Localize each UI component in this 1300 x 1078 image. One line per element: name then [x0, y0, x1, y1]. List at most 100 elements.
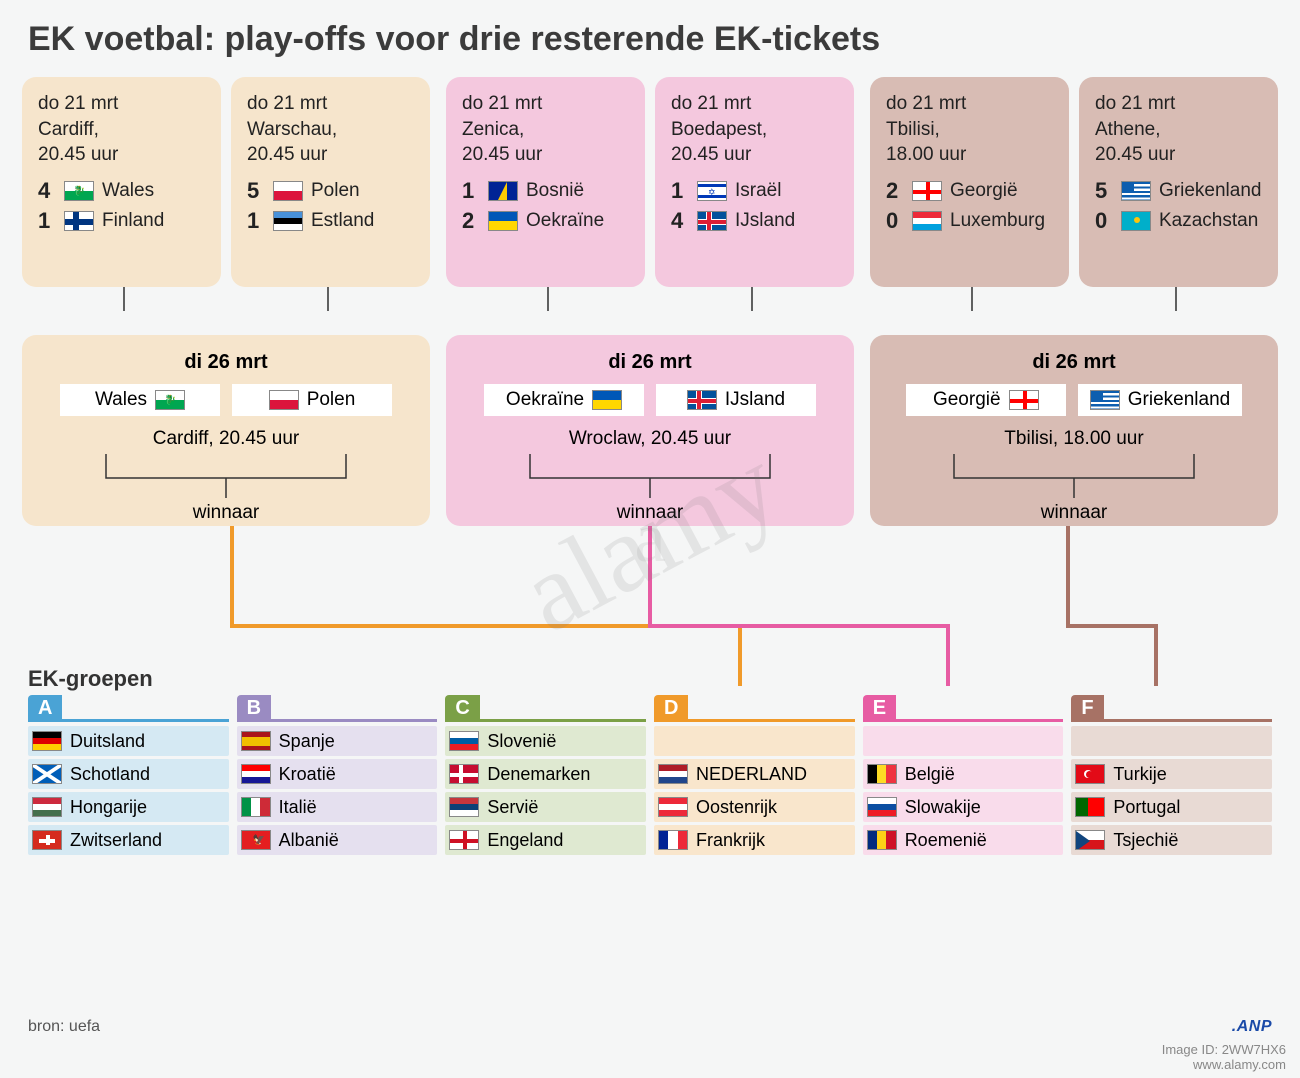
team-name: Schotland — [70, 764, 150, 785]
final-venue: Wroclaw, 20.45 uur — [470, 428, 830, 450]
team-line: 5Griekenland — [1095, 178, 1262, 204]
team-name: Wales — [102, 180, 154, 202]
semi-card: do 21 mrtBoedapest,20.45 uur1✡Israël4IJs… — [655, 77, 854, 287]
group-team-row: NEDERLAND — [654, 759, 855, 789]
group-underline — [480, 719, 646, 722]
winner-label: winnaar — [617, 502, 684, 524]
team-line: 4🐉Wales — [38, 178, 205, 204]
semi-card: do 21 mrtAthene,20.45 uur5Griekenland0Ka… — [1079, 77, 1278, 287]
team-name: Slovenië — [487, 731, 556, 752]
group-team-row: Zwitserland — [28, 825, 229, 855]
flag-icon — [867, 764, 897, 784]
team-name: Estland — [311, 210, 374, 232]
team-name: Spanje — [279, 731, 335, 752]
winner-label: winnaar — [193, 502, 260, 524]
group-team-row: Frankrijk — [654, 825, 855, 855]
group-team-row: Oostenrijk — [654, 792, 855, 822]
final-team: IJsland — [656, 384, 816, 416]
team-line: 2 Oekraïne — [462, 208, 629, 234]
flag-icon — [32, 731, 62, 751]
group-header: D — [654, 696, 855, 722]
group-team-row: Hongarije — [28, 792, 229, 822]
group-team-row: Turkije — [1071, 759, 1272, 789]
score: 1 — [247, 208, 265, 234]
score: 5 — [247, 178, 265, 204]
team-name: Duitsland — [70, 731, 145, 752]
team-line: 1Bosnië — [462, 178, 629, 204]
group-team-row: Italië — [237, 792, 438, 822]
groups-title: EK-groepen — [28, 666, 1272, 692]
flag-icon — [32, 764, 62, 784]
group-team-row: 🦅Albanië — [237, 825, 438, 855]
flag-icon: 🐉 — [64, 181, 94, 201]
match-meta: do 21 mrtZenica,20.45 uur — [462, 91, 629, 168]
team-name: Georgië — [950, 180, 1018, 202]
flag-icon — [488, 211, 518, 231]
group-team-row: Duitsland — [28, 726, 229, 756]
score: 0 — [886, 208, 904, 234]
flag-icon — [32, 830, 62, 850]
group-col-B: B Spanje Kroatië Italië🦅Albanië — [237, 696, 438, 858]
team-name: Polen — [307, 389, 356, 411]
flag-icon — [449, 830, 479, 850]
team-name: Kroatië — [279, 764, 336, 785]
group-team-row: Kroatië — [237, 759, 438, 789]
bracket-connector — [22, 287, 430, 335]
group-letter: D — [654, 695, 688, 722]
semi-card: do 21 mrtCardiff,20.45 uur4🐉Wales1Finlan… — [22, 77, 221, 287]
flag-icon — [687, 390, 717, 410]
flag-icon — [867, 797, 897, 817]
team-name: IJsland — [725, 389, 785, 411]
flag-icon — [269, 390, 299, 410]
flag-icon: ✡ — [697, 181, 727, 201]
team-line: 1 Estland — [247, 208, 414, 234]
group-header: B — [237, 696, 438, 722]
flag-icon: 🐉 — [155, 390, 185, 410]
team-line: 4IJsland — [671, 208, 838, 234]
winner-label: winnaar — [1041, 502, 1108, 524]
team-name: Zwitserland — [70, 830, 162, 851]
team-name: Bosnië — [526, 180, 584, 202]
flag-icon — [449, 797, 479, 817]
group-col-E: EBelgiëSlowakijeRoemenië — [863, 696, 1064, 858]
team-line: 5Polen — [247, 178, 414, 204]
group-team-row: Slowakije — [863, 792, 1064, 822]
final-date: di 26 mrt — [470, 351, 830, 374]
team-name: Oekraïne — [506, 389, 584, 411]
flag-icon — [449, 731, 479, 751]
group-letter: F — [1071, 695, 1103, 722]
bracket-connector — [870, 287, 1278, 335]
team-name: Servië — [487, 797, 538, 818]
flag-icon — [64, 211, 94, 231]
final-venue: Tbilisi, 18.00 uur — [894, 428, 1254, 450]
flag-icon — [912, 181, 942, 201]
group-letter: B — [237, 695, 271, 722]
group-team-row — [863, 726, 1064, 756]
group-col-C: CSloveniëDenemarkenServiëEngeland — [445, 696, 646, 858]
group-header: E — [863, 696, 1064, 722]
final-team: Polen — [232, 384, 392, 416]
anp-logo: .ANP — [1232, 1018, 1272, 1036]
flag-icon: 🦅 — [241, 830, 271, 850]
source-label: bron: uefa — [28, 1018, 100, 1036]
group-underline — [896, 719, 1063, 722]
group-col-D: D NEDERLAND OostenrijkFrankrijk — [654, 696, 855, 858]
footer: bron: uefa .ANP — [28, 1018, 1272, 1036]
flag-icon — [241, 731, 271, 751]
winner-bracket: winnaar — [894, 454, 1254, 518]
group-underline — [688, 719, 854, 722]
team-line: 0Luxemburg — [886, 208, 1053, 234]
team-name: NEDERLAND — [696, 764, 807, 785]
watermark-id: Image ID: 2WW7HX6 www.alamy.com — [1162, 1042, 1286, 1072]
winner-bracket: winnaar — [46, 454, 406, 518]
score: 2 — [462, 208, 480, 234]
group-team-row: Schotland — [28, 759, 229, 789]
groups-section: EK-groepen ADuitslandSchotlandHongarijeZ… — [0, 666, 1300, 858]
path-2: do 21 mrtTbilisi,18.00 uur2Georgië0Luxem… — [870, 77, 1278, 526]
team-name: Oekraïne — [526, 210, 604, 232]
group-team-row: Slovenië — [445, 726, 646, 756]
flag-icon — [241, 797, 271, 817]
final-team: Wales🐉 — [60, 384, 220, 416]
score: 4 — [671, 208, 689, 234]
team-name: België — [905, 764, 955, 785]
